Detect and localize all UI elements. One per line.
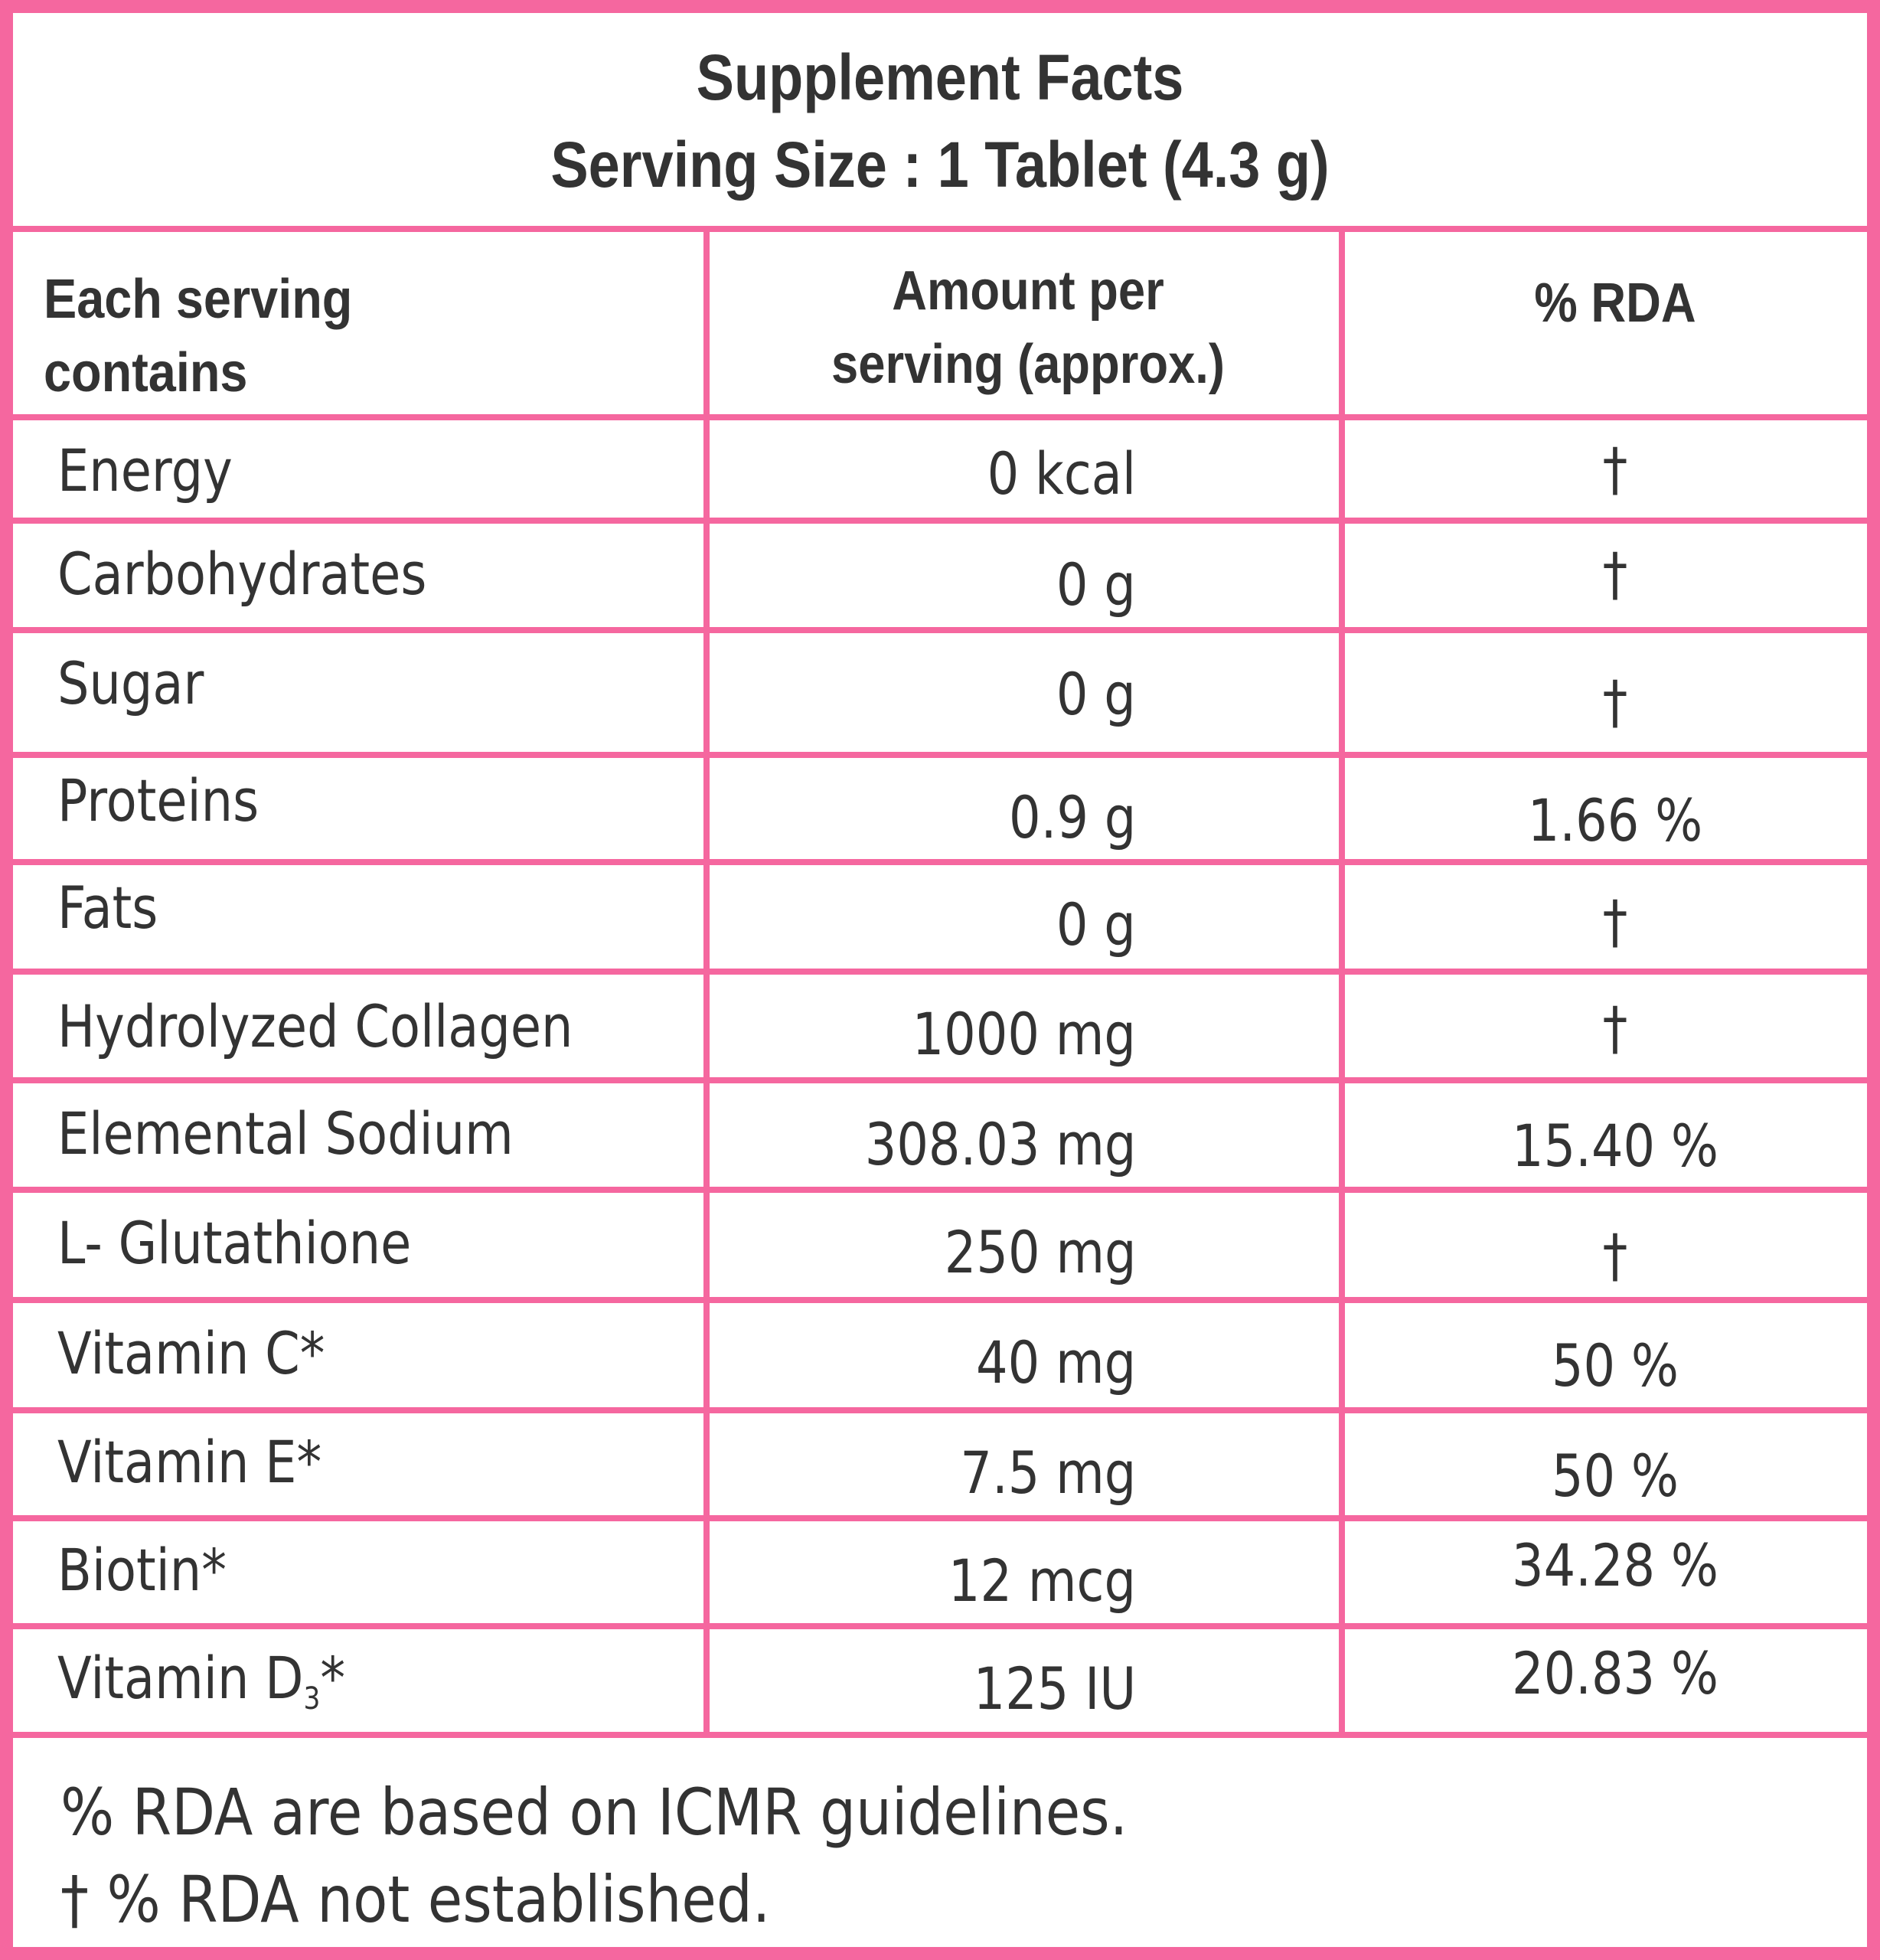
nutrient-amount: 1000 mg bbox=[912, 1000, 1136, 1068]
header-rda: % RDA bbox=[1393, 266, 1838, 340]
table-row: Vitamin E* 7.5 mg 50 % bbox=[13, 1413, 1867, 1515]
table-row: Elemental Sodium 308.03 mg 15.40 % bbox=[13, 1083, 1867, 1187]
nutrient-amount: 12 mcg bbox=[948, 1547, 1136, 1615]
table-row: Vitamin C* 40 mg 50 % bbox=[13, 1303, 1867, 1407]
nutrient-name: Energy bbox=[57, 436, 233, 505]
panel-title: Supplement Facts bbox=[696, 41, 1184, 113]
divider-title bbox=[13, 226, 1867, 232]
nutrient-name: Elemental Sodium bbox=[57, 1099, 514, 1168]
nutrient-name: Hydrolyzed Collagen bbox=[57, 992, 573, 1060]
nutrient-amount: 0 g bbox=[1056, 660, 1136, 728]
nutrient-name-text: Vitamin D bbox=[57, 1644, 304, 1712]
nutrient-name: Carbohydrates bbox=[57, 540, 427, 608]
nutrient-name: Sugar bbox=[57, 649, 204, 717]
footnote-icmr: % RDA are based on ICMR guidelines. bbox=[60, 1775, 1128, 1850]
nutrient-name-subscript: 3 bbox=[303, 1681, 321, 1717]
nutrient-rda: 20.83 % bbox=[1511, 1639, 1718, 1707]
divider-row bbox=[13, 859, 1867, 865]
divider-row bbox=[13, 1515, 1867, 1521]
divider-row bbox=[13, 1407, 1867, 1413]
divider-row bbox=[13, 627, 1867, 633]
header-col2-line2: serving (approx.) bbox=[831, 334, 1226, 395]
divider-header bbox=[13, 414, 1867, 420]
nutrient-amount: 250 mg bbox=[944, 1218, 1136, 1286]
header-col1-line2: contains bbox=[44, 342, 248, 403]
nutrient-amount: 7.5 mg bbox=[960, 1439, 1136, 1507]
table-row: Hydrolyzed Collagen 1000 mg † bbox=[13, 975, 1867, 1077]
divider-row bbox=[13, 1297, 1867, 1303]
table-row: Proteins 0.9 g 1.66 % bbox=[13, 758, 1867, 859]
nutrient-rda: 50 % bbox=[1551, 1442, 1679, 1510]
divider-row bbox=[13, 1077, 1867, 1083]
nutrient-name: Fats bbox=[57, 874, 158, 942]
header-col1-line1: Each serving bbox=[44, 269, 353, 330]
column-divider-2 bbox=[1339, 226, 1345, 1738]
nutrient-name: Biotin* bbox=[57, 1536, 227, 1604]
nutrient-name: Vitamin E* bbox=[57, 1428, 322, 1496]
nutrient-amount: 0 g bbox=[1056, 550, 1136, 619]
nutrient-amount: 125 IU bbox=[973, 1655, 1136, 1723]
divider-row bbox=[13, 1187, 1867, 1193]
nutrient-rda: † bbox=[1602, 887, 1628, 956]
nutrient-name: Vitamin D3* bbox=[57, 1649, 345, 1717]
serving-size: Serving Size : 1 Tablet (4.3 g) bbox=[550, 129, 1330, 201]
nutrient-rda: 1.66 % bbox=[1527, 786, 1703, 854]
table-row: Carbohydrates 0 g † bbox=[13, 524, 1867, 627]
divider-row bbox=[13, 752, 1867, 758]
nutrient-name: L- Glutathione bbox=[57, 1209, 412, 1277]
table-row: L- Glutathione 250 mg † bbox=[13, 1193, 1867, 1297]
nutrient-amount: 0 kcal bbox=[987, 439, 1136, 508]
nutrient-amount: 308.03 mg bbox=[864, 1110, 1136, 1178]
nutrient-name: Vitamin C* bbox=[57, 1319, 325, 1387]
nutrient-rda: † bbox=[1602, 1221, 1628, 1289]
nutrient-name-asterisk: * bbox=[320, 1644, 346, 1712]
nutrient-amount: 0 g bbox=[1056, 890, 1136, 959]
table-row: Biotin* 12 mcg 34.28 % bbox=[13, 1521, 1867, 1623]
nutrient-rda: † bbox=[1602, 994, 1628, 1062]
nutrient-rda: 50 % bbox=[1551, 1331, 1679, 1400]
nutrient-rda: † bbox=[1602, 435, 1628, 503]
divider-row bbox=[13, 969, 1867, 975]
title-block: Supplement Facts Serving Size : 1 Tablet… bbox=[13, 13, 1867, 226]
header-each-serving: Each serving contains bbox=[44, 263, 636, 410]
table-row: Fats 0 g † bbox=[13, 865, 1867, 969]
nutrient-amount: 0.9 g bbox=[1008, 783, 1136, 851]
nutrient-rda: 34.28 % bbox=[1511, 1531, 1718, 1599]
header-col3: % RDA bbox=[1534, 273, 1696, 334]
nutrient-rda: 15.40 % bbox=[1511, 1112, 1718, 1180]
divider-row bbox=[13, 1623, 1867, 1629]
column-divider-1 bbox=[703, 226, 710, 1738]
header-amount-per-serving: Amount per serving (approx.) bbox=[759, 254, 1297, 401]
nutrient-rda: † bbox=[1602, 540, 1628, 608]
nutrient-amount: 40 mg bbox=[975, 1328, 1136, 1396]
table-row: Energy 0 kcal † bbox=[13, 420, 1867, 518]
divider-footnotes bbox=[13, 1732, 1867, 1738]
table-row: Sugar 0 g † bbox=[13, 633, 1867, 752]
table-row: Vitamin D3* 125 IU 20.83 % bbox=[13, 1629, 1867, 1732]
footnote-rda-not-established: † % RDA not established. bbox=[60, 1862, 771, 1937]
nutrient-rda: † bbox=[1602, 668, 1628, 736]
nutrient-name: Proteins bbox=[57, 766, 259, 835]
header-col2-line1: Amount per bbox=[892, 260, 1164, 322]
divider-row bbox=[13, 518, 1867, 524]
